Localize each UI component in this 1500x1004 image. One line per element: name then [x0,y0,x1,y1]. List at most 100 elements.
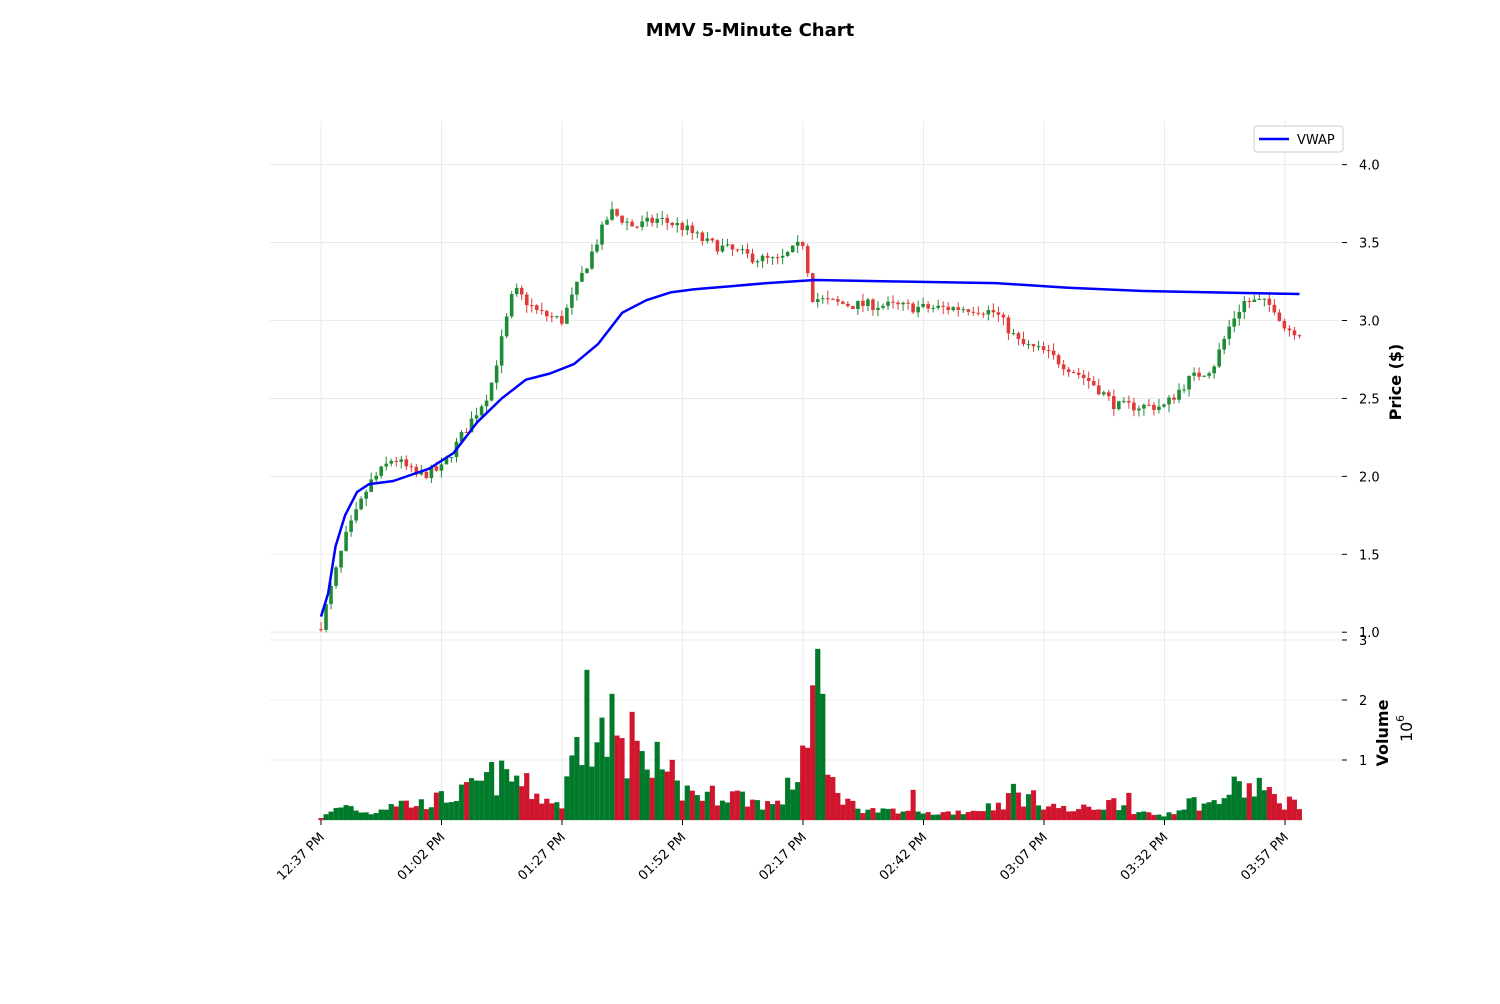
volume-bar [830,776,836,821]
volume-bar [644,769,650,821]
candle-body [680,223,685,231]
volume-bar [845,798,851,821]
candle-body [775,257,780,259]
candle-body [825,298,830,300]
volume-bar [805,747,811,821]
candle-body [836,299,840,302]
volume-bar [1030,790,1037,821]
candle-body [364,491,368,499]
volume-bar [433,792,439,821]
volume-bar [1096,809,1102,821]
volume-bar [363,812,369,821]
volume-bar [484,772,490,821]
volume-bar [604,756,610,821]
volume-bar [795,782,801,821]
candle-body [795,241,800,246]
volume-bar [413,806,419,821]
candle-body [1192,372,1196,376]
candle-body [514,287,519,295]
volume-bar [890,808,896,821]
volume-bar [1005,793,1011,821]
volume-bar [935,814,941,821]
volume-bar [1211,800,1217,821]
candle-body [550,316,554,318]
candle-body [976,312,981,314]
candle-body [906,302,910,304]
volume-bar [1161,816,1167,821]
volume-bar [378,809,384,821]
candle-body [1006,317,1011,334]
volume-bar [468,778,475,821]
volume-bar [885,808,891,821]
volume-bar [499,760,505,821]
candle-body [1096,385,1101,395]
volume-bar [1041,809,1047,821]
candle-body [941,305,946,307]
time-tick-label: 01:02 PM [395,830,448,883]
volume-bar [514,775,520,821]
volume-bar [649,777,655,821]
candle-body [1117,401,1121,410]
volume-bar [1076,809,1082,821]
candle-body [424,471,429,479]
vwap-line [319,278,1300,617]
candle-body [1137,408,1141,411]
volume-bar [729,791,736,821]
price-tick-label: 4.0 [1359,159,1380,174]
candle-body [901,302,905,305]
volume-bar [1206,802,1212,821]
candle-body [399,459,404,462]
volume-bar [639,750,645,821]
candle-body [414,466,419,475]
candle-body [630,221,634,227]
volume-tick-label: 3 [1359,634,1367,649]
candle-body [1172,397,1176,400]
candle-body [1247,301,1252,303]
candle-body [1197,372,1201,377]
candle-body [896,302,900,305]
candle-body [745,249,750,254]
volume-bar [1231,776,1237,821]
candle-body [876,307,880,311]
volume-bar [614,735,620,821]
volume-bar [810,685,816,821]
volume-bar [840,804,846,821]
candle-body [635,226,639,228]
volume-bar [1091,809,1097,821]
candle-body [790,245,795,253]
volume-bar [925,812,931,821]
volume-bar [398,800,404,821]
time-tick-label: 01:27 PM [515,830,568,883]
volume-bar [443,802,449,821]
candle-body [1237,312,1242,319]
volume-bar [489,762,495,821]
candle-body [785,252,790,256]
candle-body [861,300,865,306]
volume-bar [785,777,791,821]
volume-bar [980,811,986,821]
candle-body [961,309,966,311]
volume-bar [1000,809,1006,821]
candle-body [1122,400,1126,402]
candle-body [1157,406,1161,410]
volume-bar [358,812,364,821]
candle-body [555,316,559,318]
candle-body [1297,335,1302,337]
volume-bar [353,810,359,821]
candle-body [1217,349,1221,367]
price-tick-label: 2.5 [1359,392,1380,407]
candle-body [615,209,619,216]
volume-bar [1221,798,1227,821]
volume-bar [1061,805,1067,821]
candle-body [494,365,499,383]
candle-body [911,303,915,313]
volume-bar [539,803,545,821]
candle-body [1011,333,1016,335]
volume-bar [1241,797,1247,821]
candle-body [389,460,394,464]
chart-title: MMV 5-Minute Chart [646,20,855,41]
candle-body [1106,392,1111,397]
candle-body [464,432,469,434]
volume-bar [895,813,901,821]
